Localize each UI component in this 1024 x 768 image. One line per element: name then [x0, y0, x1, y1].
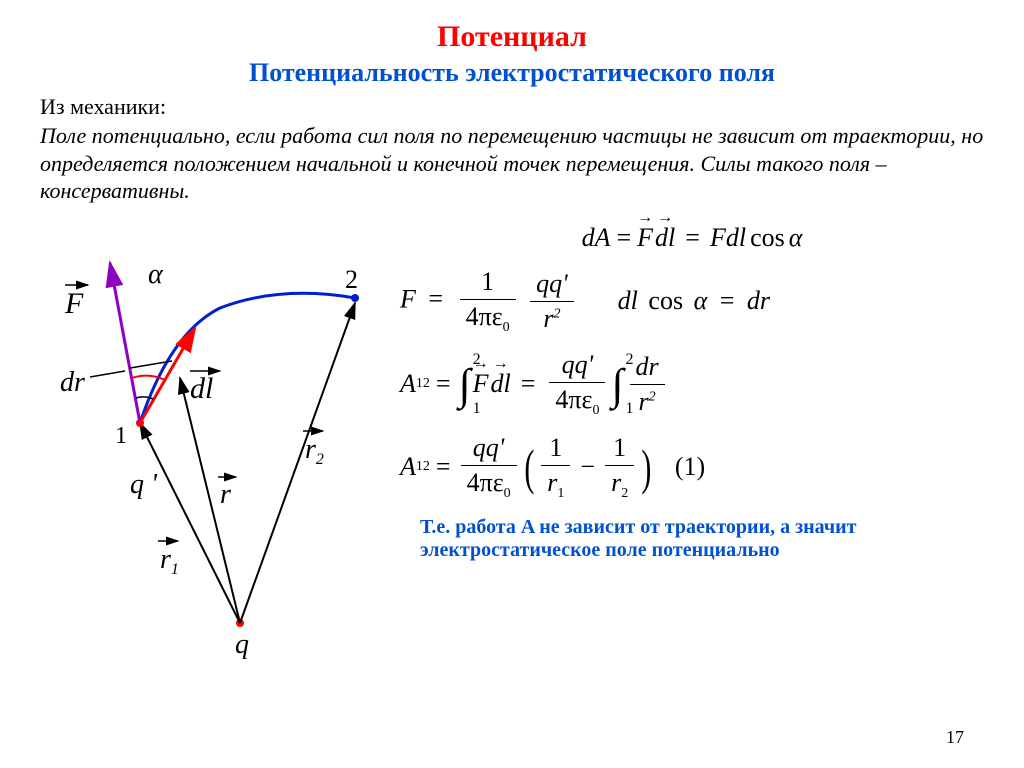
eq-sign7: = [436, 452, 451, 482]
dl-label: dl [190, 372, 213, 405]
conclusion: Т.е. работа A не зависит от траектории, … [420, 516, 984, 562]
r2-vector [240, 303, 355, 623]
den-r1: r [547, 468, 557, 497]
eq-A2-sub: 12 [416, 459, 430, 475]
eq-sign: = [616, 223, 631, 253]
eq-dl: dl [618, 286, 638, 315]
num-qq2: qq' [549, 350, 605, 383]
den-03: 0 [504, 486, 511, 501]
num-qq: qq' [530, 269, 574, 302]
f-label: F [64, 287, 84, 320]
content-row: q α F [40, 223, 984, 668]
alpha-label: α [148, 259, 164, 290]
r1-vector [140, 423, 240, 623]
eq-dl-dr: dl cos α = dr [618, 286, 770, 316]
r2-label: r2 [305, 434, 324, 468]
eq-alpha: α [789, 223, 803, 253]
minus: − [580, 452, 595, 482]
int1-l: 1 [473, 400, 481, 418]
r-label: r [220, 479, 231, 510]
den-r2c: r [611, 468, 621, 497]
page-subtitle: Потенциальность электростатического поля [40, 58, 984, 88]
intro-text: Поле потенциально, если работа сил поля … [40, 122, 984, 205]
eq-A12-integral: A12 = ∫21 Fdl = qq' 4πε0 ∫21 dr r2 [400, 350, 984, 419]
point-2 [351, 294, 359, 302]
int2-l: 1 [625, 400, 633, 418]
eq-alpha2: α [694, 286, 708, 315]
frac-qq-r2: qq' r2 [530, 269, 574, 334]
intro-label: Из механики: [40, 94, 984, 120]
eq-dl-vec2: dl [491, 369, 511, 399]
den-4pe3: 4πε [467, 468, 504, 497]
den-r2sup: 2 [649, 389, 656, 404]
frac-dr-r2: dr r2 [630, 352, 665, 417]
conclusion-l2: электростатическое поле потенциально [420, 539, 984, 562]
eq-F-vec: F [637, 223, 653, 253]
den-r2b: r [639, 387, 649, 416]
eq-sign6: = [521, 369, 536, 399]
diagram-column: q α F [40, 223, 400, 668]
den-r2s: 2 [621, 486, 628, 501]
eq-cos: cos [750, 223, 785, 253]
eq-sign2: = [685, 223, 700, 253]
frac-1-r1: 1 r1 [541, 433, 570, 502]
eq-dl-vec: dl [655, 223, 675, 253]
f-vector [110, 263, 140, 423]
r1-label: r1 [160, 544, 179, 578]
int1: ∫21 [459, 359, 471, 410]
eq-Fdl: Fdl [710, 223, 746, 253]
eq-A12-result: A12 = qq' 4πε0 ( 1 r1 − 1 r2 ) (1) [400, 433, 984, 502]
q-label: q [235, 629, 249, 660]
num-1c: 1 [605, 433, 634, 466]
qprime-label: q ' [130, 469, 158, 500]
diagram-svg: q α F [40, 223, 400, 663]
rparen: ) [642, 438, 652, 496]
eq-F-coulomb: F = 1 4πε0 qq' r2 [400, 267, 578, 336]
pt2-label: 2 [345, 265, 358, 294]
eq-F-row: F = 1 4πε0 qq' r2 dl cos α = dr [400, 267, 984, 336]
r-vector [180, 378, 240, 623]
page-number: 17 [946, 727, 964, 748]
eq-dA: dA = Fdl = Fdl cos α [400, 223, 984, 253]
int2-u: 2 [625, 351, 633, 369]
den-02: 0 [592, 403, 599, 418]
page-title: Потенциал [40, 20, 984, 54]
angle-arc-inner [136, 396, 153, 398]
den-r1s: 1 [557, 486, 564, 501]
num-1b: 1 [541, 433, 570, 466]
equations-column: dA = Fdl = Fdl cos α F = 1 4πε0 qq' r2 [400, 223, 984, 668]
eq-sign4: = [720, 286, 735, 315]
frac-qq-4pe: qq' 4πε0 [549, 350, 605, 419]
conclusion-l1: Т.е. работа A не зависит от траектории, … [420, 516, 984, 539]
den-0: 0 [503, 320, 510, 335]
frac-qq-4pe-2: qq' 4πε0 [461, 433, 517, 502]
dr-line [90, 371, 125, 377]
frac-1-4pe: 1 4πε0 [460, 267, 516, 336]
eq-sign3: = [428, 284, 443, 313]
den-4pe: 4πε [466, 302, 503, 331]
num-1: 1 [460, 267, 516, 300]
num-qq3: qq' [461, 433, 517, 466]
pt1-label: 1 [115, 423, 127, 449]
int2: ∫21 [611, 359, 623, 410]
den-r: r [543, 304, 553, 333]
eq-A2: A [400, 452, 416, 482]
eq-A: A [400, 369, 416, 399]
eq-F: F [400, 284, 416, 313]
eq-dr: dr [747, 286, 770, 315]
den-r2: 2 [553, 306, 560, 321]
lparen: ( [524, 438, 534, 496]
num-dr: dr [630, 352, 665, 385]
eq-sign5: = [436, 369, 451, 399]
eq-cos2: cos [648, 286, 683, 315]
trajectory-path [140, 293, 355, 423]
eq-number: (1) [675, 452, 705, 482]
eq-F-vec2: F [473, 369, 489, 399]
eq-A-sub: 12 [416, 376, 430, 392]
frac-1-r2: 1 r2 [605, 433, 634, 502]
eq-dA-lhs: dA [582, 223, 611, 253]
den-4pe2: 4πε [555, 385, 592, 414]
dr-label: dr [60, 367, 85, 398]
